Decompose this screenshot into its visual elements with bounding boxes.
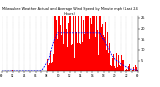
Title: Milwaukee Weather Actual and Average Wind Speed by Minute mph (Last 24 Hours): Milwaukee Weather Actual and Average Win… <box>2 7 137 16</box>
